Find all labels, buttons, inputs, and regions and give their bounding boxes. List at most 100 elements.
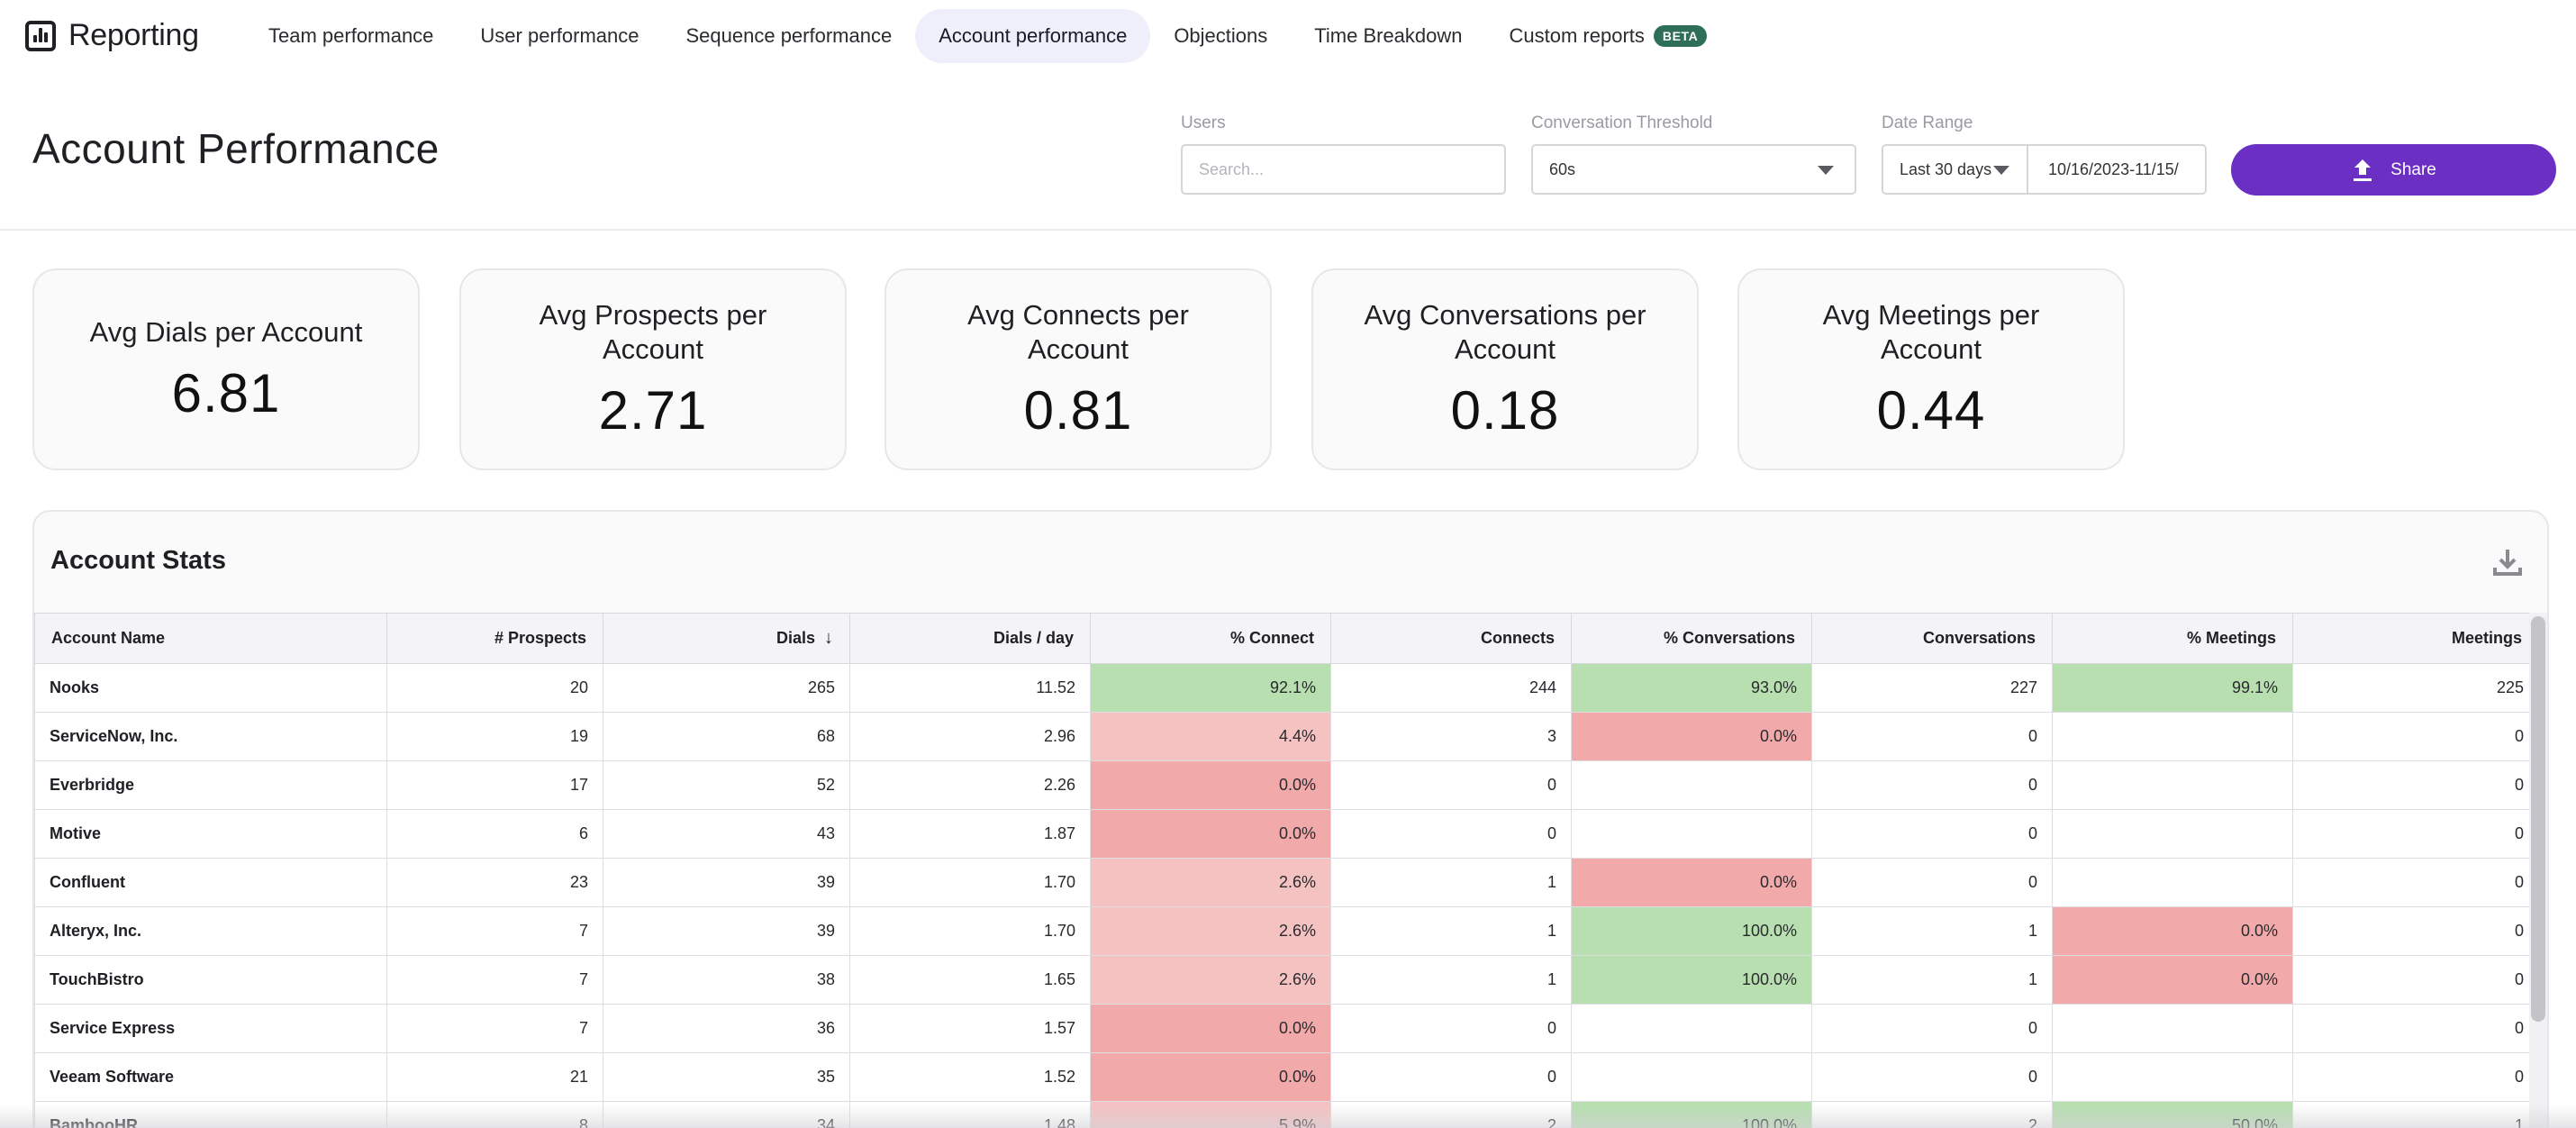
column-header[interactable]: # Prospects	[386, 613, 603, 664]
account-stats-panel: Account Stats Account Name # Prospects D…	[32, 510, 2549, 1128]
top-nav: Reporting Team performance User performa…	[0, 0, 2576, 72]
cell-connects: 1	[1330, 955, 1572, 1005]
cell-connects: 244	[1330, 663, 1572, 713]
page-title: Account Performance	[32, 125, 440, 172]
kpi-value: 2.71	[598, 379, 708, 441]
column-header[interactable]: Conversations	[1811, 613, 2053, 664]
column-header[interactable]: % Conversations	[1571, 613, 1812, 664]
cell-conversations: 0	[1811, 1004, 2053, 1053]
date-preset-select[interactable]: Last 30 days	[1882, 144, 2028, 195]
kpi-value: 0.18	[1450, 379, 1560, 441]
table-row[interactable]: Service Express 7 36 1.57 0.0% 0 0 0	[34, 1004, 2539, 1053]
date-preset-value: Last 30 days	[1900, 159, 1992, 178]
cell-conversations: 0	[1811, 809, 2053, 859]
cell-pct-meet	[2052, 760, 2293, 810]
table-row[interactable]: Confluent 23 39 1.70 2.6% 1 0.0% 0 0	[34, 858, 2539, 907]
cell-conversations: 0	[1811, 858, 2053, 907]
cell-name: Alteryx, Inc.	[34, 906, 387, 956]
cell-name: TouchBistro	[34, 955, 387, 1005]
cell-pct-connect: 0.0%	[1090, 1004, 1331, 1053]
tab-label: Time Breakdown	[1314, 24, 1463, 47]
table-row[interactable]: ServiceNow, Inc. 19 68 2.96 4.4% 3 0.0% 0 0	[34, 712, 2539, 761]
kpi-value: 0.44	[1876, 379, 1986, 441]
cell-dials-day: 1.70	[849, 906, 1091, 956]
cell-dials: 43	[603, 809, 850, 859]
cell-prospects: 23	[386, 858, 603, 907]
cell-prospects: 19	[386, 712, 603, 761]
kpi-card-prospects: Avg Prospects per Account 2.71	[459, 268, 847, 470]
cell-name: ServiceNow, Inc.	[34, 712, 387, 761]
cell-meetings: 0	[2292, 858, 2539, 907]
tab-custom-reports[interactable]: Custom reports BETA	[1486, 9, 1731, 63]
table-row[interactable]: Everbridge 17 52 2.26 0.0% 0 0 0	[34, 760, 2539, 810]
share-button[interactable]: Share	[2231, 144, 2556, 196]
cell-name: Service Express	[34, 1004, 387, 1053]
cell-name: Nooks	[34, 663, 387, 713]
cell-pct-meet	[2052, 809, 2293, 859]
cell-connects: 3	[1330, 712, 1572, 761]
cell-pct-meet	[2052, 1052, 2293, 1102]
column-header-label: Dials	[776, 629, 815, 647]
date-range-input[interactable]: 10/16/2023-11/15/	[2027, 144, 2207, 195]
threshold-select[interactable]: 60s	[1531, 144, 1856, 195]
cell-dials: 39	[603, 858, 850, 907]
cell-pct-connect: 0.0%	[1090, 1052, 1331, 1102]
cell-conversations: 1	[1811, 906, 2053, 956]
threshold-value: 60s	[1549, 159, 1576, 178]
table-header-row: Account Name # Prospects Dials ↓ Dials / …	[34, 613, 2539, 664]
brand[interactable]: Reporting	[25, 18, 199, 53]
cell-meetings: 0	[2292, 955, 2539, 1005]
column-header[interactable]: Account Name	[34, 613, 387, 664]
kpi-title: Avg Conversations per Account	[1364, 298, 1646, 365]
tab-user-performance[interactable]: User performance	[457, 9, 662, 63]
table-row[interactable]: Motive 6 43 1.87 0.0% 0 0 0	[34, 809, 2539, 859]
kpi-card-dials: Avg Dials per Account 6.81	[32, 268, 420, 470]
nav-tabs: Team performance User performance Sequen…	[245, 9, 1730, 63]
tab-sequence-performance[interactable]: Sequence performance	[663, 9, 916, 63]
tab-account-performance[interactable]: Account performance	[915, 9, 1151, 63]
cell-conversations: 0	[1811, 760, 2053, 810]
cell-dials-day: 2.26	[849, 760, 1091, 810]
tab-time-breakdown[interactable]: Time Breakdown	[1291, 9, 1485, 63]
users-search-input[interactable]: Search...	[1181, 144, 1506, 195]
cell-dials: 35	[603, 1052, 850, 1102]
tab-objections[interactable]: Objections	[1150, 9, 1291, 63]
tab-label: Objections	[1174, 24, 1268, 47]
table-row[interactable]: Alteryx, Inc. 7 39 1.70 2.6% 1 100.0% 1 0.0% 0	[34, 906, 2539, 956]
cell-pct-conv	[1571, 1052, 1812, 1102]
column-header[interactable]: Connects	[1330, 613, 1572, 664]
cell-conversations: 0	[1811, 712, 2053, 761]
cell-prospects: 7	[386, 1004, 603, 1053]
cell-conversations: 0	[1811, 1052, 2053, 1102]
kpi-value: 6.81	[171, 362, 281, 423]
table-row[interactable]: Nooks 20 265 11.52 92.1% 244 93.0% 227 99.1% 225	[34, 663, 2539, 713]
column-header[interactable]: Dials / day	[849, 613, 1091, 664]
column-header[interactable]: % Meetings	[2052, 613, 2293, 664]
cell-connects: 0	[1330, 760, 1572, 810]
tab-label: Sequence performance	[685, 24, 893, 47]
table-row[interactable]: Veeam Software 21 35 1.52 0.0% 0 0 0	[34, 1052, 2539, 1102]
cell-meetings: 225	[2292, 663, 2539, 713]
download-icon[interactable]	[2491, 546, 2524, 578]
kpi-card-meetings: Avg Meetings per Account 0.44	[1737, 268, 2125, 470]
column-header[interactable]: Meetings	[2292, 613, 2539, 664]
cell-pct-meet: 0.0%	[2052, 906, 2293, 956]
cell-prospects: 20	[386, 663, 603, 713]
column-header[interactable]: % Connect	[1090, 613, 1331, 664]
scrollbar-thumb[interactable]	[2531, 616, 2545, 1022]
column-header-sorted[interactable]: Dials ↓	[603, 613, 850, 664]
table-body: Nooks 20 265 11.52 92.1% 244 93.0% 227 99.1% 225 S…	[34, 663, 2539, 1128]
table-row[interactable]: TouchBistro 7 38 1.65 2.6% 1 100.0% 1 0.0% 0	[34, 955, 2539, 1005]
header-divider	[0, 229, 2576, 231]
users-label: Users	[1181, 114, 1226, 132]
cell-pct-conv	[1571, 760, 1812, 810]
tab-team-performance[interactable]: Team performance	[245, 9, 457, 63]
chevron-down-icon	[1993, 166, 2009, 175]
cell-pct-conv: 100.0%	[1571, 955, 1812, 1005]
arrow-down-icon: ↓	[824, 628, 833, 648]
tab-label: Custom reports	[1509, 24, 1645, 47]
beta-badge: BETA	[1653, 25, 1708, 47]
cell-meetings: 0	[2292, 906, 2539, 956]
cell-dials: 36	[603, 1004, 850, 1053]
cell-prospects: 17	[386, 760, 603, 810]
